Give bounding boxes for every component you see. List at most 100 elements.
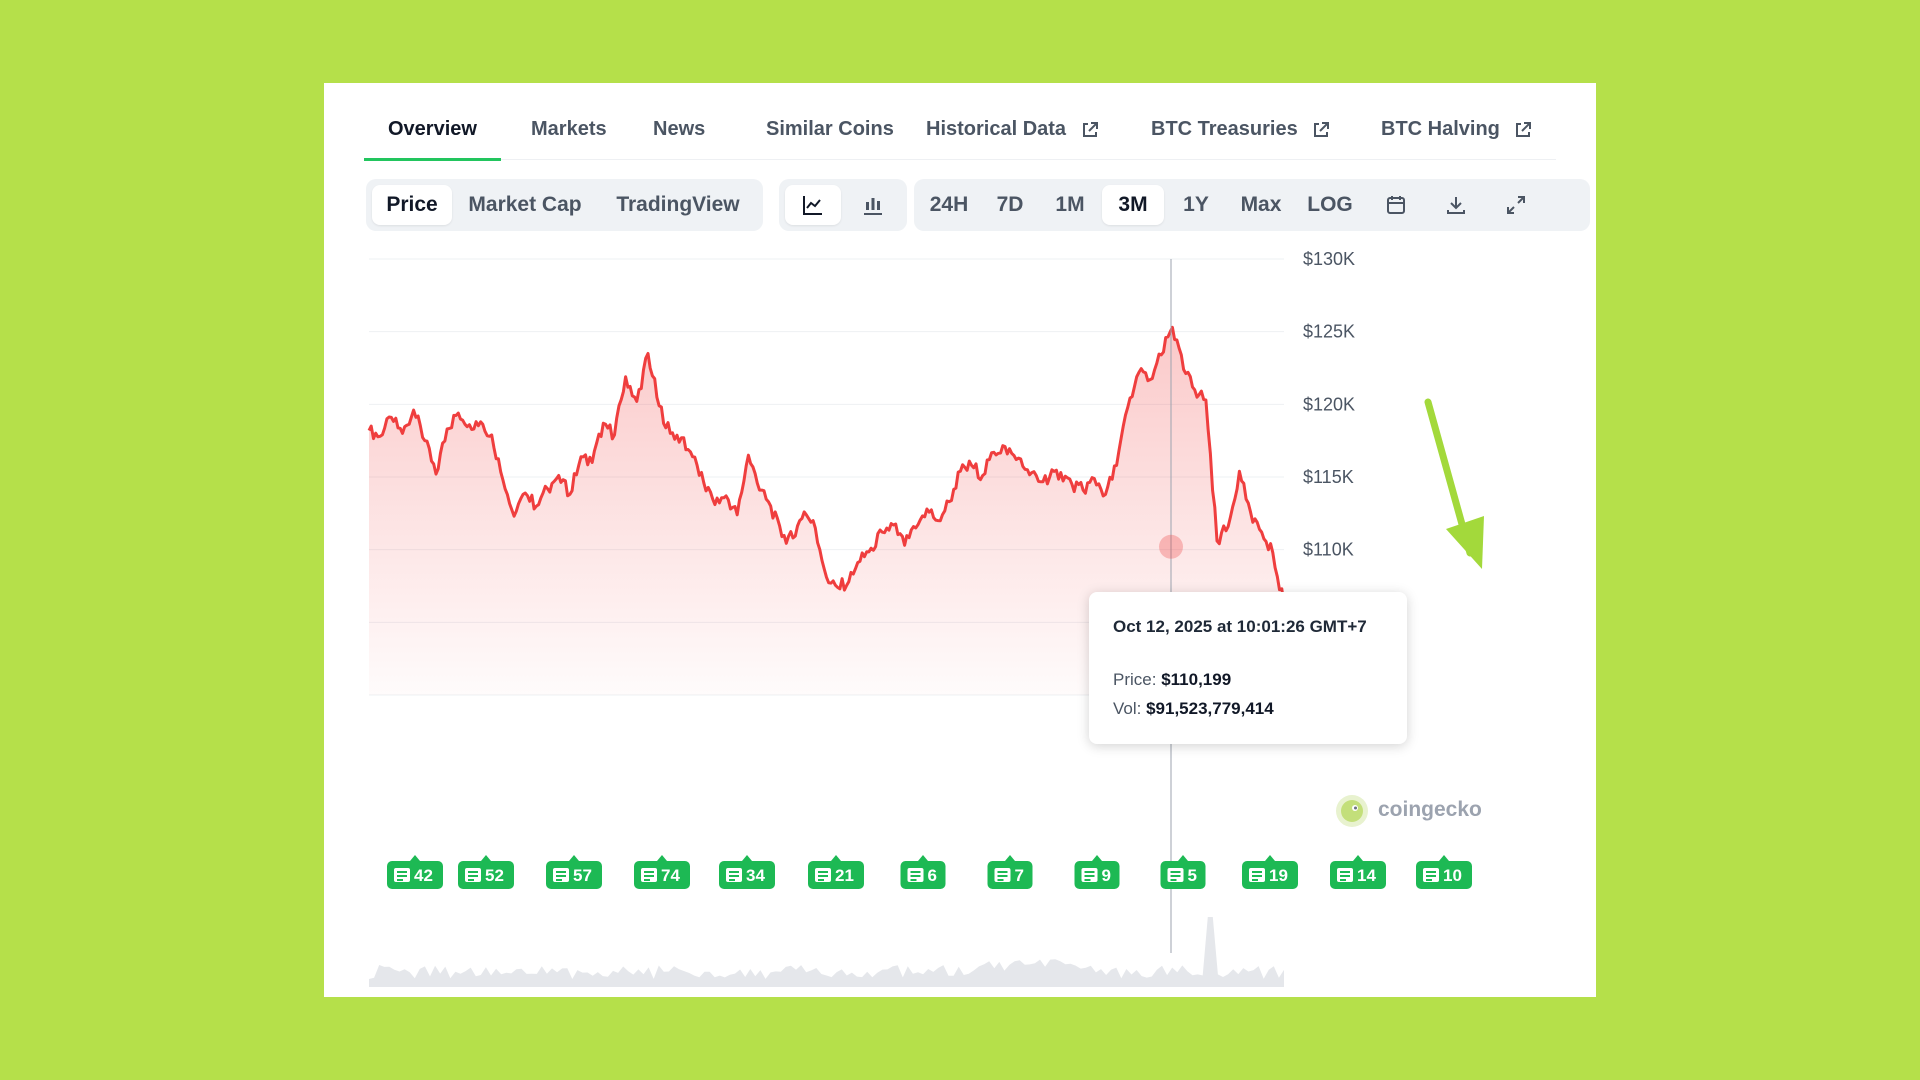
newspaper-icon — [1167, 868, 1184, 882]
market-cap-button[interactable]: Market Cap — [468, 193, 582, 216]
newspaper-icon — [553, 868, 569, 882]
news-badge-pointer — [1005, 855, 1015, 861]
calendar-button[interactable] — [1368, 185, 1424, 225]
download-icon — [1447, 197, 1465, 215]
news-marker[interactable]: 5 — [1160, 855, 1206, 889]
range-max-button[interactable]: Max — [1240, 193, 1282, 216]
news-badge-pointer — [481, 855, 491, 861]
tradingview-button[interactable]: TradingView — [616, 193, 740, 216]
news-marker[interactable]: 21 — [808, 855, 864, 889]
tooltip-price-row: Price: $110,199 — [1113, 670, 1231, 690]
y-tick-label: $130K — [1303, 249, 1355, 269]
news-marker[interactable]: 6 — [900, 855, 946, 889]
price-button[interactable]: Price — [372, 185, 452, 225]
tab-label: Overview — [388, 118, 477, 140]
news-count: 5 — [1188, 866, 1197, 885]
tab-label: News — [653, 118, 706, 140]
newspaper-icon — [726, 868, 742, 882]
range-7d-button[interactable]: 7D — [996, 193, 1024, 216]
download-button[interactable] — [1428, 185, 1484, 225]
news-count: 7 — [1015, 866, 1024, 885]
news-marker[interactable]: 14 — [1330, 855, 1386, 889]
news-marker[interactable]: 9 — [1074, 855, 1120, 889]
news-badge-pointer — [1439, 855, 1449, 861]
candlestick-icon — [864, 198, 882, 216]
line-chart-icon — [803, 196, 822, 216]
tab-markets[interactable]: Markets — [531, 113, 607, 159]
news-marker[interactable]: 52 — [458, 855, 514, 889]
external-link-icon — [1314, 121, 1330, 137]
log-scale-button[interactable]: LOG — [1307, 193, 1353, 216]
candlestick-chart-button[interactable] — [845, 185, 901, 225]
expand-icon — [1507, 196, 1525, 215]
tab-similar-coins[interactable]: Similar Coins — [766, 113, 894, 159]
newspaper-icon — [1249, 868, 1265, 882]
tooltip-vol-value: $91,523,779,414 — [1146, 699, 1274, 718]
tab-btc-treasuries[interactable]: BTC Treasuries — [1151, 113, 1331, 159]
tab-btc-halving[interactable]: BTC Halving — [1381, 113, 1533, 159]
newspaper-icon — [1423, 868, 1439, 882]
news-badge-pointer — [742, 855, 752, 861]
tab-label: Historical Data — [926, 118, 1067, 140]
coingecko-watermark: coingecko — [1334, 793, 1482, 829]
tab-label: BTC Halving — [1381, 118, 1500, 140]
news-marker[interactable]: 57 — [546, 855, 602, 889]
news-badge-pointer — [657, 855, 667, 861]
range-1y-button[interactable]: 1Y — [1183, 193, 1209, 216]
tooltip-price-label: Price: — [1113, 670, 1157, 689]
y-tick-label: $120K — [1303, 394, 1355, 414]
range-3m-button[interactable]: 3M — [1102, 185, 1164, 225]
tooltip-price-value: $110,199 — [1161, 670, 1232, 689]
range-switcher: 24H 7D 1M 3M 1Y Max LOG — [914, 179, 1590, 231]
tab-label: BTC Treasuries — [1151, 118, 1298, 140]
tab-news[interactable]: News — [653, 113, 705, 159]
news-badge-pointer — [1178, 855, 1188, 861]
newspaper-icon — [994, 868, 1011, 882]
chart-style-switcher — [779, 179, 907, 231]
tab-historical-data[interactable]: Historical Data — [926, 113, 1100, 159]
tab-bar: Overview Markets News Similar Coins Hist… — [364, 113, 1556, 161]
range-1m-button[interactable]: 1M — [1055, 193, 1085, 216]
range-24h-button[interactable]: 24H — [929, 193, 969, 216]
tooltip-vol-label: Vol: — [1113, 699, 1142, 718]
expand-button[interactable] — [1488, 185, 1544, 225]
newspaper-icon — [465, 868, 481, 882]
news-count: 34 — [746, 866, 765, 885]
price-tooltip: Oct 12, 2025 at 10:01:26 GMT+7 Price: $1… — [1089, 592, 1407, 744]
newspaper-icon — [394, 868, 410, 882]
data-type-switcher: Price Market Cap TradingView — [366, 179, 763, 231]
news-marker[interactable]: 34 — [719, 855, 775, 889]
news-badge-pointer — [410, 855, 420, 861]
coin-chart-card: Overview Markets News Similar Coins Hist… — [324, 83, 1596, 997]
price-chart[interactable]: $130K$125K$120K$115K$110K$105K$100K 4252… — [324, 83, 1596, 997]
newspaper-icon — [907, 868, 924, 882]
external-link-icon — [1516, 121, 1532, 137]
tooltip-date: Oct 12, 2025 at 10:01:26 GMT+7 — [1113, 617, 1367, 636]
news-marker[interactable]: 10 — [1416, 855, 1472, 889]
news-badge-pointer — [569, 855, 579, 861]
newspaper-icon — [1081, 868, 1098, 882]
newspaper-icon — [641, 868, 657, 882]
tab-label: Similar Coins — [766, 118, 894, 140]
news-marker[interactable]: 19 — [1242, 855, 1298, 889]
news-count: 42 — [414, 866, 433, 885]
news-count: 21 — [835, 866, 854, 885]
line-chart-button[interactable] — [785, 185, 841, 225]
tooltip-volume-row: Vol: $91,523,779,414 — [1113, 699, 1274, 719]
news-count: 6 — [928, 866, 937, 885]
news-marker[interactable]: 74 — [634, 855, 690, 889]
price-line — [367, 325, 1286, 606]
tab-overview[interactable]: Overview — [364, 113, 501, 161]
calendar-icon — [1387, 196, 1405, 215]
hover-marker — [1159, 534, 1183, 559]
gecko-logo-icon — [1336, 795, 1368, 827]
external-link-icon — [1082, 121, 1098, 137]
watermark-text: coingecko — [1378, 798, 1482, 821]
news-badge-pointer — [918, 855, 928, 861]
news-count: 19 — [1269, 866, 1288, 885]
news-badge-pointer — [1092, 855, 1102, 861]
news-marker[interactable]: 7 — [987, 855, 1033, 889]
news-count: 52 — [485, 866, 504, 885]
news-marker[interactable]: 42 — [387, 855, 443, 889]
news-markers: 42 52 57 74 34 21 6 7 9 5 19 14 10 — [387, 855, 1472, 889]
